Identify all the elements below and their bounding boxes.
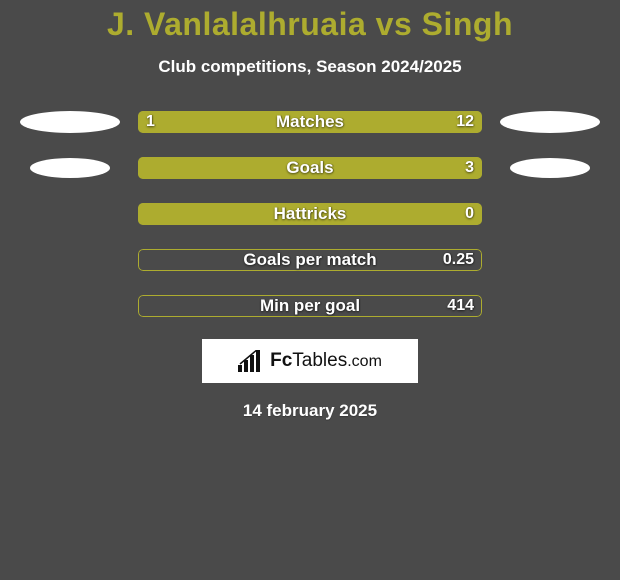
stat-bar: 0.25Goals per match [138, 249, 482, 271]
right-marker [500, 111, 600, 133]
stat-label: Goals per match [138, 249, 482, 271]
subtitle: Club competitions, Season 2024/2025 [0, 57, 620, 77]
branding-tables: Tables [292, 350, 347, 372]
ellipse-icon [510, 158, 590, 178]
left-marker [20, 157, 120, 179]
stat-rows: 112Matches 3Goals 0Hattricks 0.25Goals per … [0, 111, 620, 317]
branding-fc: Fc [270, 350, 292, 372]
ellipse-icon [500, 111, 600, 133]
right-marker [500, 295, 600, 317]
left-marker [20, 295, 120, 317]
branding-bars-icon [238, 350, 264, 372]
stat-label: Min per goal [138, 295, 482, 317]
stat-bar: 414Min per goal [138, 295, 482, 317]
right-marker [500, 249, 600, 271]
stat-bar: 0Hattricks [138, 203, 482, 225]
right-marker [500, 157, 600, 179]
date-label: 14 february 2025 [0, 401, 620, 421]
stat-row: 0.25Goals per match [0, 249, 620, 271]
branding-badge: FcTables.com [202, 339, 418, 383]
right-marker [500, 203, 600, 225]
branding-text: FcTables.com [270, 350, 382, 372]
stat-row: 0Hattricks [0, 203, 620, 225]
stat-label: Matches [138, 111, 482, 133]
stat-bar: 112Matches [138, 111, 482, 133]
ellipse-icon [30, 158, 110, 178]
left-marker [20, 249, 120, 271]
stat-bar: 3Goals [138, 157, 482, 179]
stat-label: Goals [138, 157, 482, 179]
comparison-infographic: J. Vanlalalhruaia vs Singh Club competit… [0, 0, 620, 580]
branding-dotcom: .com [347, 353, 382, 371]
stat-row: 414Min per goal [0, 295, 620, 317]
page-title: J. Vanlalalhruaia vs Singh [0, 0, 620, 43]
stat-row: 112Matches [0, 111, 620, 133]
stat-label: Hattricks [138, 203, 482, 225]
stat-row: 3Goals [0, 157, 620, 179]
left-marker [20, 203, 120, 225]
left-marker [20, 111, 120, 133]
ellipse-icon [20, 111, 120, 133]
